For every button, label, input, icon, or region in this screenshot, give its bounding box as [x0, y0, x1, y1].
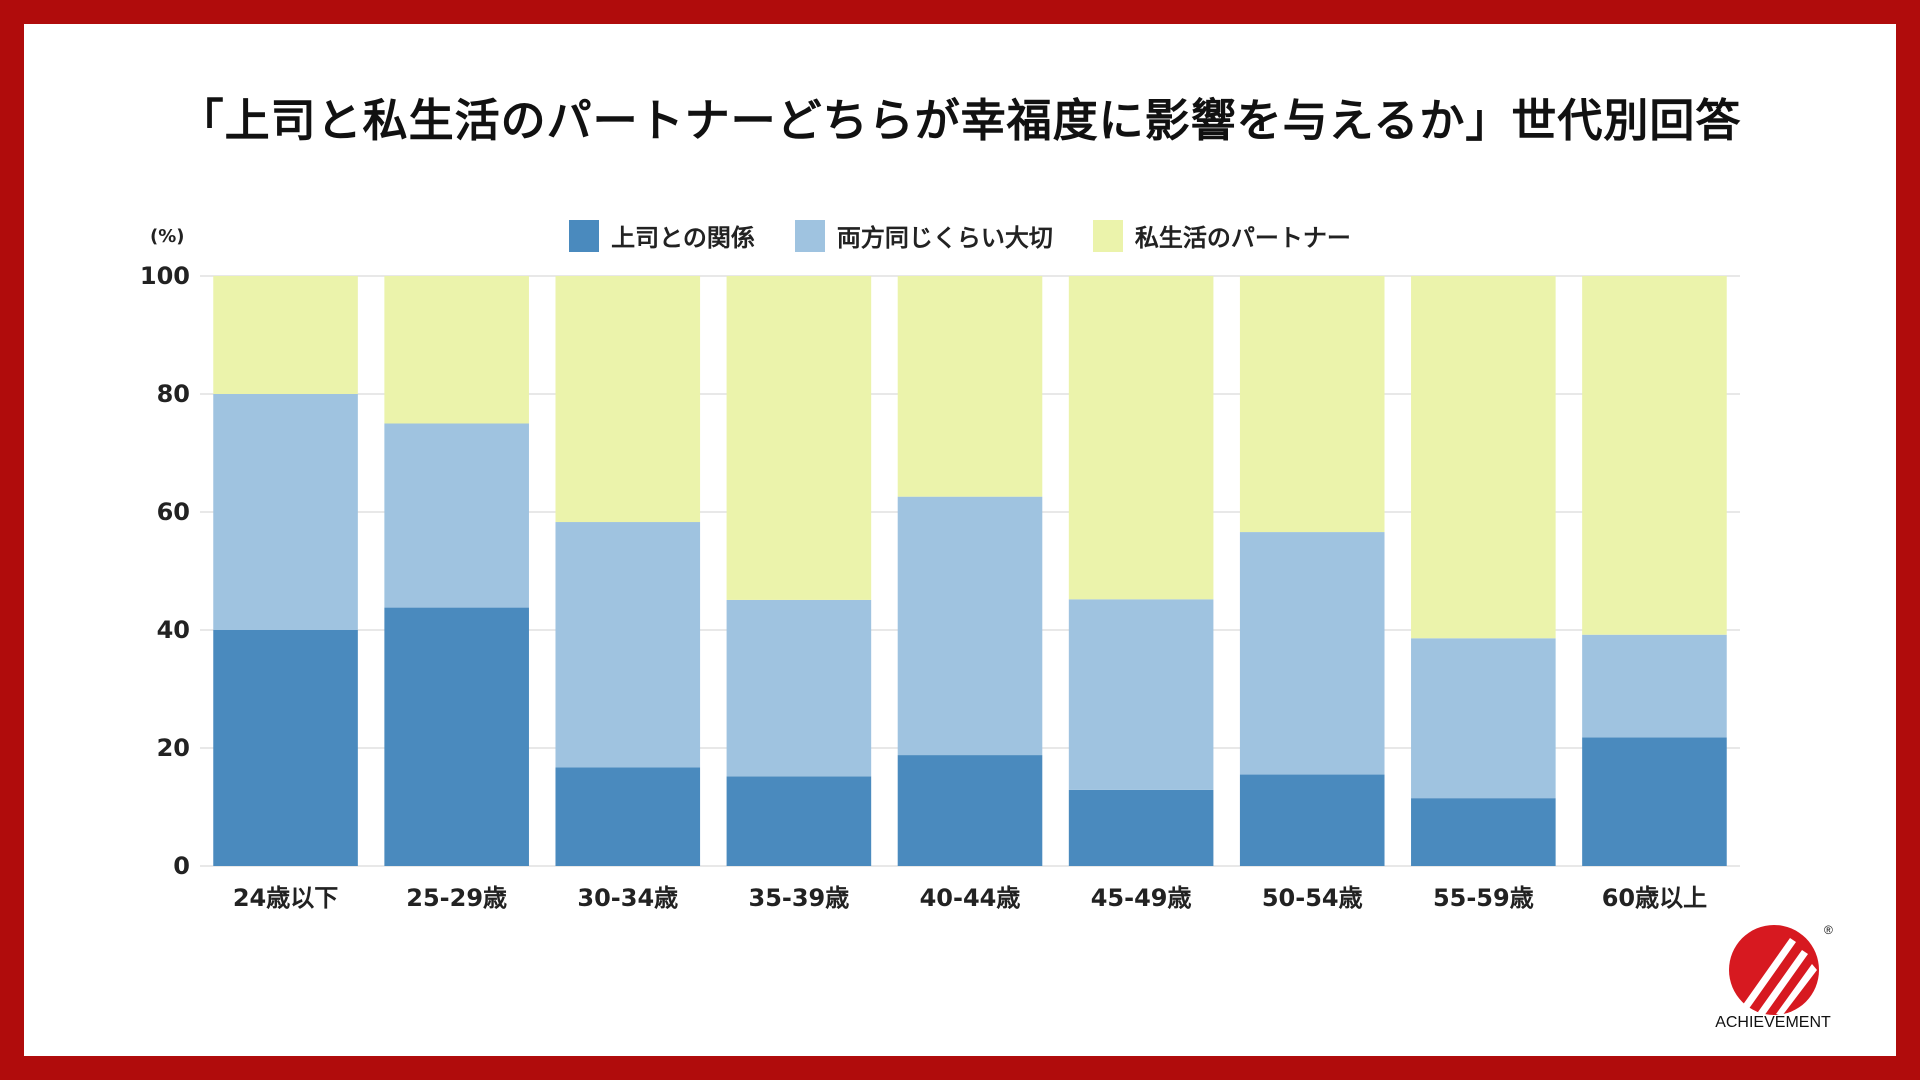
bar-segment-1-1: [384, 423, 529, 608]
legend-item-both: 両方同じくらい大切: [794, 218, 1053, 253]
bar-segment-1-8: [1582, 634, 1727, 738]
bar-segment-0-7: [1411, 798, 1556, 866]
y-tick-label: 60: [157, 498, 190, 526]
y-tick-label: 100: [140, 262, 190, 290]
bar-segment-2-5: [1068, 276, 1214, 600]
logo-text: ACHIEVEMENT: [1715, 1014, 1831, 1031]
achievement-logo-icon: ®: [1729, 923, 1833, 1016]
bar-segment-0-0: [213, 630, 358, 866]
bar-segment-1-4: [897, 496, 1043, 756]
bar-segment-0-3: [726, 776, 872, 866]
bar-segment-0-2: [555, 767, 701, 866]
bar-segment-2-0: [213, 276, 358, 394]
legend-item-boss: 上司との関係: [569, 218, 755, 253]
legend-swatch-partner: [1092, 219, 1123, 252]
bar-segment-2-8: [1582, 276, 1727, 635]
legend-label-boss: 上司との関係: [611, 224, 755, 252]
bar-segment-0-5: [1068, 789, 1214, 866]
legend-swatch-both: [794, 219, 825, 252]
bar-segment-1-5: [1068, 599, 1214, 790]
bar-segment-1-3: [726, 599, 872, 777]
bar-segment-2-7: [1411, 276, 1556, 639]
x-tick-label: 55-59歳: [1433, 884, 1534, 912]
registered-mark: ®: [1824, 923, 1833, 937]
legend-item-partner: 私生活のパートナー: [1092, 218, 1351, 253]
y-tick-label: 80: [157, 380, 190, 408]
bar-segment-0-8: [1582, 737, 1727, 866]
chart-title: 「上司と私生活のパートナーどちらが幸福度に影響を与えるか」世代別回答: [178, 94, 1742, 147]
x-tick-label: 35-39歳: [749, 884, 850, 912]
x-tick-label: 50-54歳: [1262, 884, 1363, 912]
bar-segment-1-7: [1411, 638, 1556, 799]
legend: 上司との関係 両方同じくらい大切 私生活のパートナー: [0, 218, 1920, 253]
legend-label-partner: 私生活のパートナー: [1134, 224, 1351, 252]
x-tick-label: 40-44歳: [920, 884, 1021, 912]
x-tick-label: 30-34歳: [577, 884, 678, 912]
y-tick-label: 0: [173, 852, 190, 880]
bar-segment-1-2: [555, 522, 701, 768]
bar-segment-0-4: [897, 755, 1043, 866]
y-axis-unit-label: (%): [150, 226, 185, 247]
bar-segment-2-6: [1239, 276, 1385, 533]
bar-segment-0-1: [384, 607, 529, 866]
bar-segment-0-6: [1239, 774, 1385, 866]
y-tick-label: 40: [157, 616, 190, 644]
bar-segment-2-4: [897, 276, 1043, 497]
y-tick-label: 20: [157, 734, 190, 762]
bar-segment-1-6: [1239, 532, 1385, 775]
legend-label-both: 両方同じくらい大切: [836, 224, 1053, 252]
bar-segment-1-0: [213, 394, 358, 630]
legend-swatch-boss: [569, 219, 600, 252]
bar-segment-2-2: [555, 276, 701, 523]
bar-segment-2-3: [726, 276, 872, 600]
x-tick-label: 24歳以下: [233, 884, 338, 912]
x-tick-label: 25-29歳: [406, 884, 507, 912]
x-tick-label: 45-49歳: [1091, 884, 1192, 912]
x-tick-label: 60歳以上: [1602, 884, 1707, 912]
bar-segment-2-1: [384, 276, 529, 424]
